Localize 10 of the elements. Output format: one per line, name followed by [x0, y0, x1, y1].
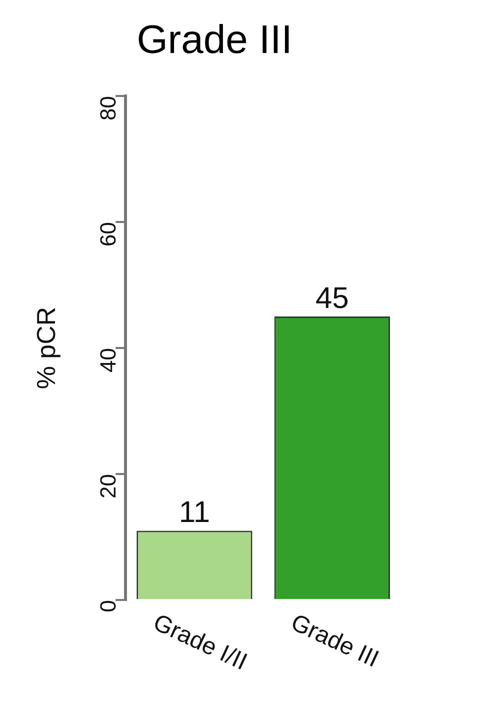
- y-tick-label: 80: [96, 96, 121, 120]
- y-tick-label: 40: [96, 348, 121, 372]
- y-tick-label: 0: [96, 600, 121, 612]
- y-tick-label: 60: [96, 222, 121, 246]
- y-tick-label: 20: [96, 474, 121, 498]
- x-tick-label: Grade I/II: [149, 608, 252, 676]
- y-axis-title: % pCR: [30, 306, 61, 390]
- chart-title: Grade III: [136, 18, 292, 62]
- data-label: 11: [178, 496, 210, 529]
- data-label: 45: [315, 282, 349, 315]
